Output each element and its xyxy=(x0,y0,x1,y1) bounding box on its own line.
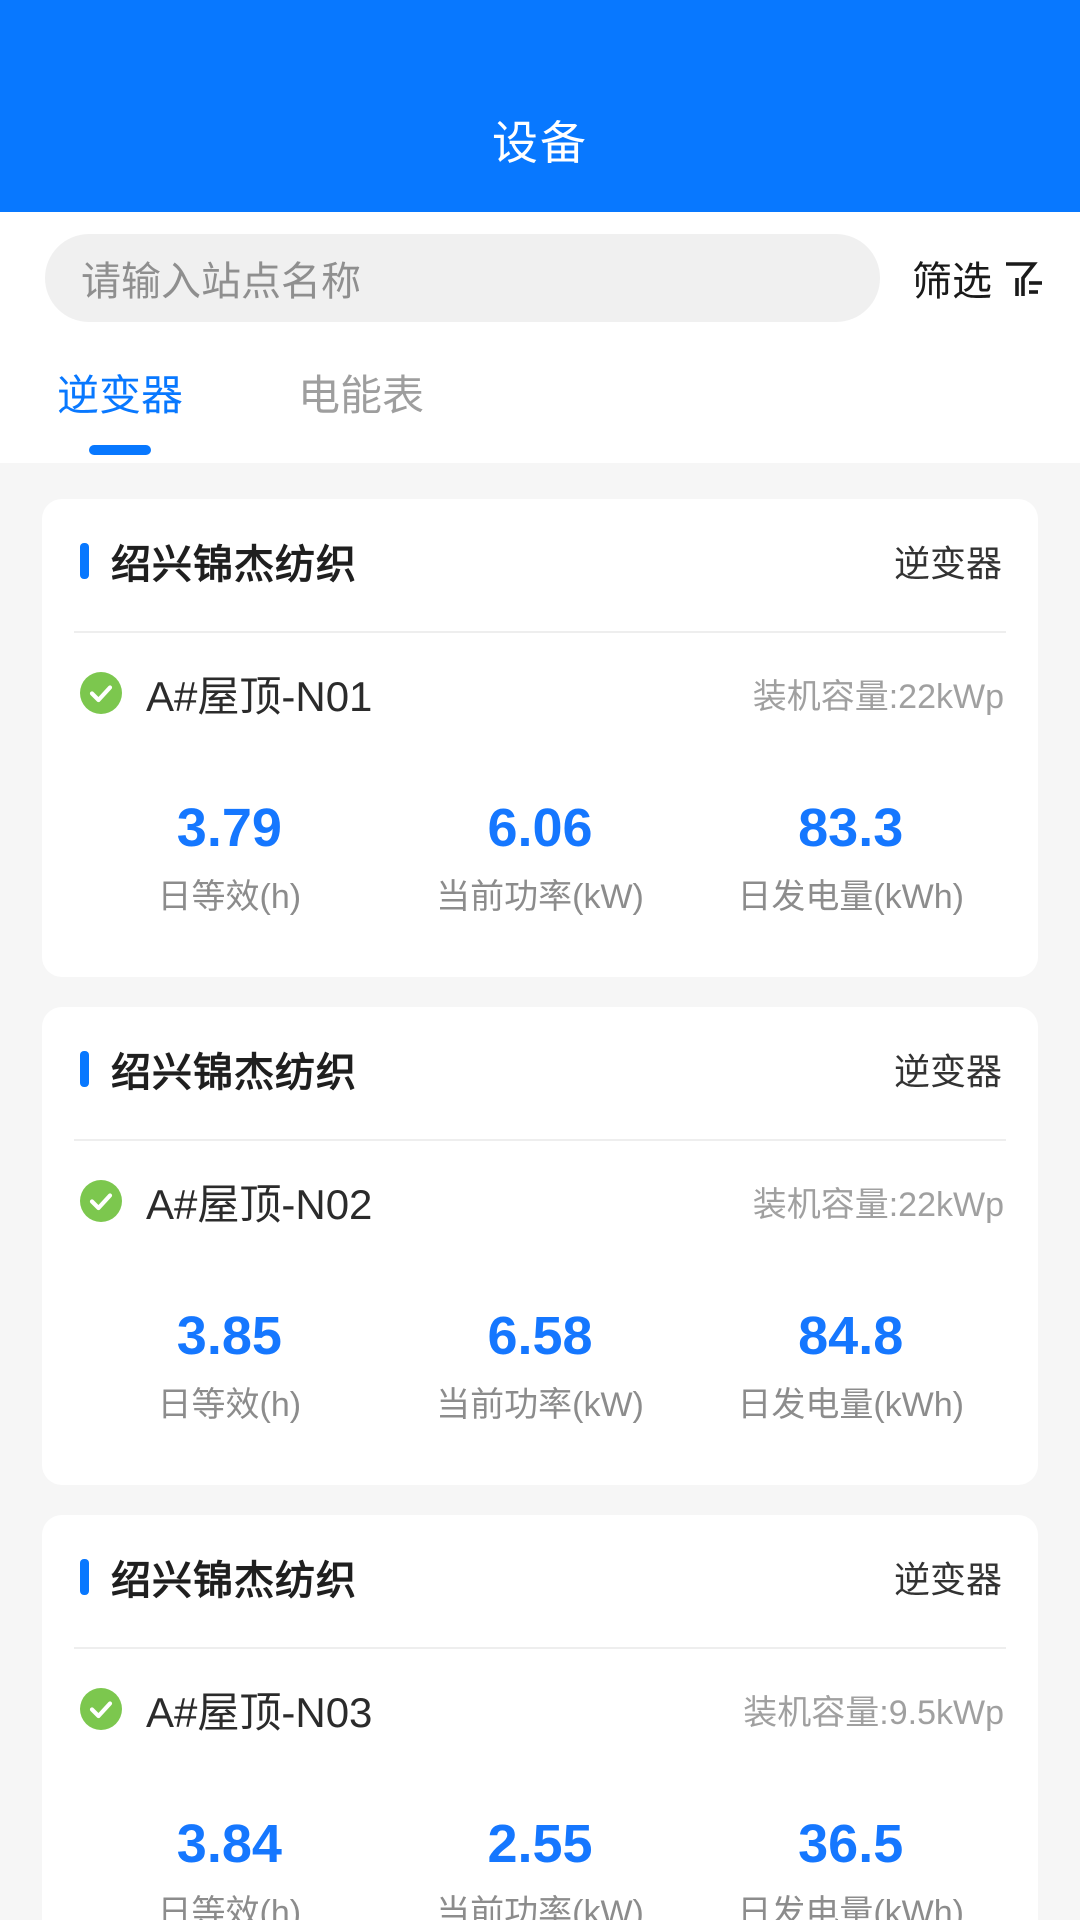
search-row: 请输入站点名称 筛选 xyxy=(0,234,1080,322)
stat-value: 83.3 xyxy=(798,798,904,858)
stat-value: 84.8 xyxy=(798,1306,904,1366)
stat-label: 当前功率(kW) xyxy=(436,1386,644,1424)
search-input[interactable]: 请输入站点名称 xyxy=(45,234,880,322)
station-name: 绍兴锦杰纺织 xyxy=(111,1559,357,1603)
device-card[interactable]: 绍兴锦杰纺织 逆变器 A#屋顶-N03 装机容量:9.5kWp 3.84 日等效… xyxy=(42,1515,1038,1920)
stat-daily-generation: 84.8 日发电量(kWh) xyxy=(695,1305,1006,1427)
filter-label: 筛选 xyxy=(912,260,992,304)
stats-row: 3.85 日等效(h) 6.58 当前功率(kW) 84.8 日发电量(kWh) xyxy=(74,1305,1006,1427)
stat-current-power: 6.06 当前功率(kW) xyxy=(385,797,696,919)
search-placeholder: 请输入站点名称 xyxy=(81,260,361,304)
divider xyxy=(74,1139,1006,1141)
tab-inverter[interactable]: 逆变器 xyxy=(57,362,183,463)
page-title: 设备 xyxy=(492,117,588,169)
capacity-label: 装机容量:22kWp xyxy=(752,677,1004,716)
stat-daily-generation: 36.5 日发电量(kWh) xyxy=(695,1813,1006,1920)
stat-label: 当前功率(kW) xyxy=(436,878,644,916)
divider xyxy=(74,1647,1006,1649)
device-name: A#屋顶-N01 xyxy=(146,672,373,720)
device-name: A#屋顶-N02 xyxy=(146,1180,373,1228)
app-header: 设备 xyxy=(0,0,1080,212)
device-type-label: 逆变器 xyxy=(893,543,1002,584)
device-row: A#屋顶-N02 装机容量:22kWp xyxy=(74,1175,1006,1228)
stat-value: 3.84 xyxy=(176,1814,282,1874)
station-name: 绍兴锦杰纺织 xyxy=(111,1051,357,1095)
stat-current-power: 2.55 当前功率(kW) xyxy=(385,1813,696,1920)
station-name: 绍兴锦杰纺织 xyxy=(111,543,357,587)
device-row: A#屋顶-N03 装机容量:9.5kWp xyxy=(74,1683,1006,1736)
stat-value: 2.55 xyxy=(487,1814,593,1874)
funnel-filter-icon xyxy=(998,252,1050,304)
stat-daily-equivalent: 3.85 日等效(h) xyxy=(74,1305,385,1427)
device-card-list: 绍兴锦杰纺织 逆变器 A#屋顶-N01 装机容量:22kWp 3.79 日等效(… xyxy=(0,463,1080,1920)
tab-energy-meter[interactable]: 电能表 xyxy=(298,362,424,463)
stat-label: 当前功率(kW) xyxy=(436,1894,644,1920)
stat-current-power: 6.58 当前功率(kW) xyxy=(385,1305,696,1427)
status-check-icon xyxy=(80,1688,122,1730)
stat-value: 6.58 xyxy=(487,1306,593,1366)
device-row: A#屋顶-N01 装机容量:22kWp xyxy=(74,667,1006,720)
tab-energy-meter-label: 电能表 xyxy=(298,372,425,419)
device-card[interactable]: 绍兴锦杰纺织 逆变器 A#屋顶-N01 装机容量:22kWp 3.79 日等效(… xyxy=(42,499,1038,977)
status-check-icon xyxy=(80,1180,122,1222)
card-title-row: 绍兴锦杰纺织 逆变器 xyxy=(74,535,1006,587)
divider xyxy=(74,631,1006,633)
device-type-label: 逆变器 xyxy=(893,1051,1002,1092)
stat-daily-generation: 83.3 日发电量(kWh) xyxy=(695,797,1006,919)
accent-bar-icon xyxy=(80,543,89,579)
stat-label: 日发电量(kWh) xyxy=(737,1894,964,1920)
filter-button[interactable]: 筛选 xyxy=(912,249,1050,307)
device-card[interactable]: 绍兴锦杰纺织 逆变器 A#屋顶-N02 装机容量:22kWp 3.85 日等效(… xyxy=(42,1007,1038,1485)
stat-label: 日发电量(kWh) xyxy=(737,1386,964,1424)
stat-value: 3.79 xyxy=(176,798,282,858)
accent-bar-icon xyxy=(80,1559,89,1595)
stat-label: 日发电量(kWh) xyxy=(737,878,964,916)
stat-value: 3.85 xyxy=(176,1306,282,1366)
tab-inverter-label: 逆变器 xyxy=(57,372,184,419)
capacity-label: 装机容量:22kWp xyxy=(752,1185,1004,1224)
stat-label: 日等效(h) xyxy=(157,1386,302,1424)
device-type-label: 逆变器 xyxy=(893,1559,1002,1600)
stats-row: 3.79 日等效(h) 6.06 当前功率(kW) 83.3 日发电量(kWh) xyxy=(74,797,1006,919)
capacity-label: 装机容量:9.5kWp xyxy=(743,1693,1004,1732)
stat-value: 36.5 xyxy=(798,1814,904,1874)
device-name: A#屋顶-N03 xyxy=(146,1688,373,1736)
stat-label: 日等效(h) xyxy=(157,1894,302,1920)
status-check-icon xyxy=(80,672,122,714)
stat-daily-equivalent: 3.79 日等效(h) xyxy=(74,797,385,919)
accent-bar-icon xyxy=(80,1051,89,1087)
stat-value: 6.06 xyxy=(487,798,593,858)
top-section: 请输入站点名称 筛选 逆变器 电能表 xyxy=(0,212,1080,463)
stats-row: 3.84 日等效(h) 2.55 当前功率(kW) 36.5 日发电量(kWh) xyxy=(74,1813,1006,1920)
active-tab-underline xyxy=(89,445,151,455)
tabs: 逆变器 电能表 xyxy=(0,362,1080,463)
card-title-row: 绍兴锦杰纺织 逆变器 xyxy=(74,1551,1006,1603)
stat-daily-equivalent: 3.84 日等效(h) xyxy=(74,1813,385,1920)
card-title-row: 绍兴锦杰纺织 逆变器 xyxy=(74,1043,1006,1095)
stat-label: 日等效(h) xyxy=(157,878,302,916)
